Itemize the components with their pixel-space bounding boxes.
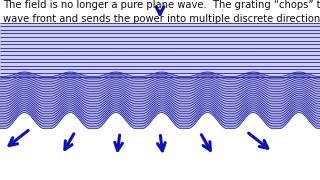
Text: The field is no longer a pure plane wave.  The grating “chops” the
wave front an: The field is no longer a pure plane wave… bbox=[3, 0, 320, 24]
